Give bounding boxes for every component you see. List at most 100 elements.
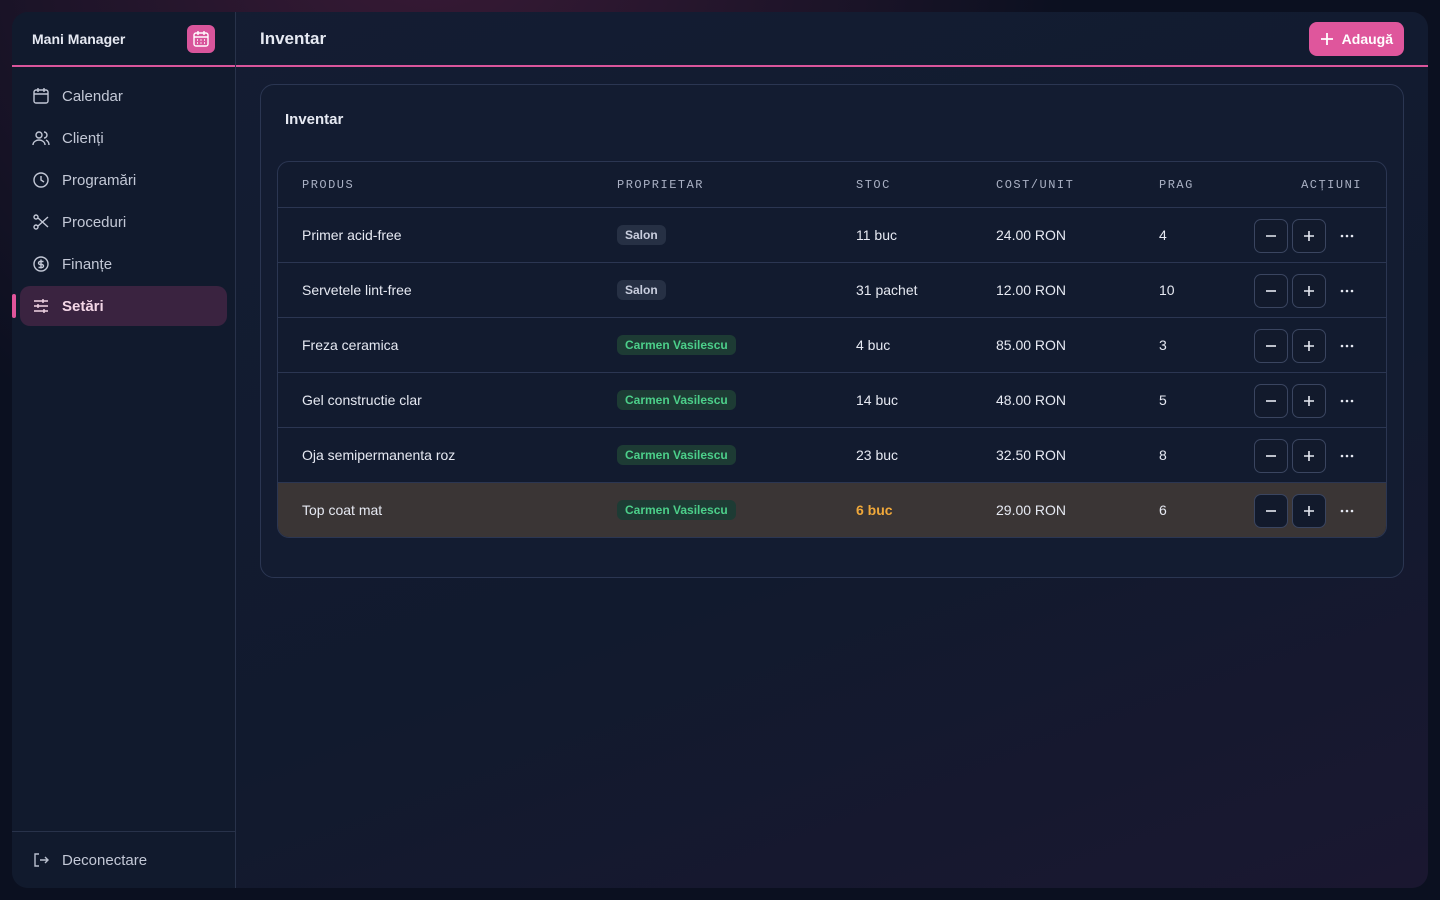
cost: 12.00 RON	[996, 282, 1067, 298]
cost-cell: 85.00 RON	[996, 318, 1066, 372]
cost-cell: 32.50 RON	[996, 428, 1066, 482]
product: Primer acid-free	[302, 227, 402, 243]
stock: 23 buc	[856, 447, 899, 463]
product-cell: Gel constructie clar	[302, 373, 422, 427]
cost-cell: 24.00 RON	[996, 208, 1066, 262]
app-name: Mani Manager	[32, 30, 126, 47]
nav-icon	[33, 88, 49, 104]
threshold: 6	[1159, 502, 1167, 518]
increase-button[interactable]	[1292, 329, 1326, 363]
table-row: Primer acid-free Salon 11 buc 24.00 RON 4	[278, 207, 1386, 262]
product-cell: Oja semipermanenta roz	[302, 428, 455, 482]
nav-label: Finanțe	[62, 255, 113, 273]
owner-cell: Salon	[617, 263, 666, 317]
threshold-cell: 10	[1159, 263, 1175, 317]
increase-button[interactable]	[1292, 494, 1326, 528]
stock-cell: 4 buc	[856, 318, 890, 372]
app: Mani Manager Calendar Clienți Programări Pr…	[12, 12, 1428, 888]
more-button[interactable]	[1330, 439, 1364, 473]
product: Freza ceramica	[302, 337, 399, 353]
owner-badge: Carmen Vasilescu	[617, 335, 736, 355]
nav-item[interactable]: Proceduri	[20, 202, 227, 242]
nav-icon	[34, 299, 48, 313]
table-row: Gel constructie clar Carmen Vasilescu 14 b…	[278, 372, 1386, 427]
decrease-button[interactable]	[1254, 439, 1288, 473]
nav-item[interactable]: Setări	[20, 286, 227, 326]
product-cell: Primer acid-free	[302, 208, 402, 262]
table-row: Freza ceramica Carmen Vasilescu 4 buc 85.00…	[278, 317, 1386, 372]
add-button[interactable]: Adaugă	[1308, 21, 1404, 56]
threshold-cell: 3	[1159, 318, 1167, 372]
card: Inventar PRODUS PROPRIETAR STOC COST/UNIT PR…	[260, 84, 1404, 578]
nav-label: Programări	[62, 171, 137, 189]
cost: 29.00 RON	[996, 502, 1067, 518]
decrease-button[interactable]	[1254, 384, 1288, 418]
table-row: Oja semipermanenta roz Carmen Vasilescu 23…	[278, 427, 1386, 482]
product: Top coat mat	[302, 502, 383, 518]
stock-cell: 11 buc	[856, 208, 897, 262]
stock-cell: 6 buc	[856, 483, 893, 537]
brand: Mani Manager	[12, 12, 235, 67]
threshold-cell: 8	[1159, 428, 1167, 482]
owner-cell: Carmen Vasilescu	[617, 373, 736, 427]
nav-item[interactable]: Clienți	[20, 118, 227, 158]
owner-badge: Salon	[617, 280, 666, 300]
stock: 4 buc	[856, 337, 891, 353]
decrease-button[interactable]	[1254, 494, 1288, 528]
nav-icon	[33, 256, 49, 272]
stock-cell: 23 buc	[856, 428, 898, 482]
increase-button[interactable]	[1292, 439, 1326, 473]
cost-cell: 48.00 RON	[996, 373, 1066, 427]
product: Gel constructie clar	[302, 392, 422, 408]
more-button[interactable]	[1330, 494, 1364, 528]
owner-badge: Carmen Vasilescu	[617, 390, 736, 410]
product-cell: Servetele lint-free	[302, 263, 412, 317]
table: PRODUS PROPRIETAR STOC COST/UNIT PRAG ACȚIUNI…	[277, 161, 1387, 538]
nav-item[interactable]: Programări	[20, 160, 227, 200]
add-label: Adaugă	[1341, 30, 1393, 47]
threshold-cell: 6	[1159, 483, 1167, 537]
threshold: 3	[1159, 337, 1167, 353]
owner-cell: Salon	[617, 208, 666, 262]
stock: 14 buc	[856, 392, 899, 408]
column-header: STOC	[856, 177, 891, 192]
more-button[interactable]	[1330, 219, 1364, 253]
active-indicator	[12, 294, 16, 318]
increase-button[interactable]	[1292, 274, 1326, 308]
cost: 32.50 RON	[996, 447, 1067, 463]
decrease-button[interactable]	[1254, 329, 1288, 363]
logo	[187, 24, 215, 53]
product-cell: Freza ceramica	[302, 318, 398, 372]
stock: 31 pachet	[856, 282, 918, 298]
increase-button[interactable]	[1292, 384, 1326, 418]
threshold: 4	[1159, 227, 1167, 243]
increase-button[interactable]	[1292, 219, 1326, 253]
column-header: ACȚIUNI	[1301, 177, 1362, 192]
threshold-cell: 5	[1159, 373, 1167, 427]
more-button[interactable]	[1330, 384, 1364, 418]
product: Servetele lint-free	[302, 282, 412, 298]
more-button[interactable]	[1330, 329, 1364, 363]
cost: 48.00 RON	[996, 392, 1067, 408]
column-header: PROPRIETAR	[617, 177, 705, 192]
table-header: PRODUS PROPRIETAR STOC COST/UNIT PRAG ACȚIUNI	[278, 162, 1386, 207]
nav-label: Setări	[62, 297, 104, 315]
logout[interactable]: Deconectare	[12, 831, 236, 888]
cost: 85.00 RON	[996, 337, 1067, 353]
owner-badge: Salon	[617, 225, 666, 245]
nav-item[interactable]: Calendar	[20, 76, 227, 116]
decrease-button[interactable]	[1254, 219, 1288, 253]
nav-item[interactable]: Finanțe	[20, 244, 227, 284]
column-header: COST/UNIT	[996, 177, 1075, 192]
owner-cell: Carmen Vasilescu	[617, 483, 736, 537]
logout-label: Deconectare	[62, 851, 148, 869]
nav-label: Calendar	[62, 87, 123, 105]
more-button[interactable]	[1330, 274, 1364, 308]
cost-cell: 29.00 RON	[996, 483, 1066, 537]
column-header: PRAG	[1159, 177, 1194, 192]
stock: 11 buc	[856, 227, 897, 243]
stock-cell: 31 pachet	[856, 263, 918, 317]
decrease-button[interactable]	[1254, 274, 1288, 308]
owner-cell: Carmen Vasilescu	[617, 428, 736, 482]
